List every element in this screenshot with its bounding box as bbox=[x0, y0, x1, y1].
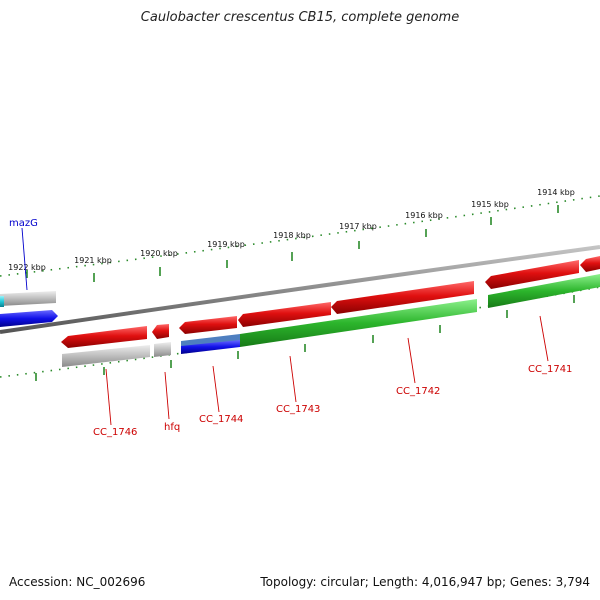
gene-CC_1742-forward bbox=[331, 281, 474, 314]
gene-label-CC_1744[interactable]: CC_1744 bbox=[199, 414, 243, 425]
ruler-major-ticks bbox=[26, 205, 575, 381]
gene-CC_1743-forward bbox=[238, 302, 331, 327]
gene-reverse-left-edge bbox=[0, 291, 56, 306]
ruler-label-1918: 1918 kbp bbox=[273, 231, 311, 240]
ruler-label-1922: 1922 kbp bbox=[8, 263, 46, 272]
label-leaders bbox=[21, 227, 549, 426]
gene-label-CC_1742[interactable]: CC_1742 bbox=[396, 386, 440, 397]
ruler-label-1921: 1921 kbp bbox=[74, 256, 112, 265]
gene-mazG bbox=[0, 310, 58, 327]
gene-hfq-forward bbox=[152, 324, 169, 339]
gene-CC_1744-forward bbox=[179, 316, 237, 334]
gene-right-edge-forward bbox=[580, 256, 600, 272]
gene-CC_1746-reverse bbox=[62, 345, 150, 367]
gene-label-CC_1743[interactable]: CC_1743 bbox=[276, 404, 320, 415]
ruler-label-1916: 1916 kbp bbox=[405, 211, 443, 220]
gene-hfq-reverse bbox=[154, 342, 171, 357]
map-title: Caulobacter crescentus CB15, complete ge… bbox=[140, 10, 460, 25]
gene-CC_1743-CC_1742-reverse bbox=[240, 299, 477, 347]
gene-label-mazG[interactable]: mazG bbox=[9, 218, 38, 229]
gene-CC_1741-reverse bbox=[488, 274, 600, 308]
gene-label-CC_1746[interactable]: CC_1746 bbox=[93, 427, 137, 438]
genome-backbone bbox=[0, 245, 600, 334]
gene-label-CC_1741[interactable]: CC_1741 bbox=[528, 364, 572, 375]
ruler-label-1920: 1920 kbp bbox=[140, 249, 178, 258]
accession-text: Accession: NC_002696 bbox=[9, 575, 146, 589]
gene-cyan-left-edge bbox=[0, 296, 4, 307]
ruler-label-1917: 1917 kbp bbox=[339, 222, 377, 231]
ruler-label-1915: 1915 kbp bbox=[471, 200, 509, 209]
gene-CC_1746-forward bbox=[61, 326, 147, 348]
ruler-label-1919: 1919 kbp bbox=[207, 240, 245, 249]
genome-summary-text: Topology: circular; Length: 4,016,947 bp… bbox=[260, 575, 590, 589]
gene-CC_1741-forward bbox=[485, 260, 579, 289]
ruler-label-1914: 1914 kbp bbox=[537, 188, 575, 197]
gene-label-hfq[interactable]: hfq bbox=[164, 422, 180, 433]
gene-CC_1744-reverse bbox=[181, 340, 240, 354]
